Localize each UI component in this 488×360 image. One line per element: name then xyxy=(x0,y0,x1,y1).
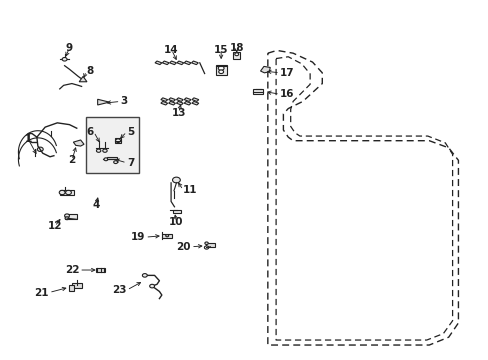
Polygon shape xyxy=(168,102,175,105)
Bar xyxy=(115,138,121,143)
Polygon shape xyxy=(73,140,84,146)
Text: 7: 7 xyxy=(126,158,134,168)
Text: 9: 9 xyxy=(66,43,73,53)
Polygon shape xyxy=(155,61,162,64)
Text: 20: 20 xyxy=(176,242,191,252)
Polygon shape xyxy=(176,98,183,102)
Text: 1: 1 xyxy=(24,134,32,144)
Circle shape xyxy=(142,274,147,277)
Polygon shape xyxy=(192,102,199,105)
Circle shape xyxy=(96,149,101,152)
Bar xyxy=(173,210,180,213)
Polygon shape xyxy=(162,61,169,64)
Text: 22: 22 xyxy=(64,265,79,275)
Polygon shape xyxy=(177,61,183,64)
Circle shape xyxy=(149,284,154,288)
Circle shape xyxy=(165,235,168,237)
Bar xyxy=(253,89,263,94)
Text: 12: 12 xyxy=(47,221,62,231)
Text: 18: 18 xyxy=(229,43,244,53)
Circle shape xyxy=(65,190,71,195)
Polygon shape xyxy=(79,76,87,82)
Text: 13: 13 xyxy=(171,108,186,118)
Text: 6: 6 xyxy=(86,127,94,137)
Circle shape xyxy=(64,214,69,217)
Text: 23: 23 xyxy=(112,285,126,295)
Polygon shape xyxy=(260,66,270,73)
Polygon shape xyxy=(191,61,198,64)
Polygon shape xyxy=(98,99,109,105)
Bar xyxy=(86,117,139,173)
Circle shape xyxy=(218,66,224,70)
Polygon shape xyxy=(176,102,183,105)
Circle shape xyxy=(65,217,69,220)
Circle shape xyxy=(104,158,108,161)
Bar xyxy=(65,214,77,219)
Polygon shape xyxy=(184,102,191,105)
Bar xyxy=(60,190,74,195)
Circle shape xyxy=(218,70,223,73)
Bar xyxy=(162,234,172,238)
Bar xyxy=(69,285,74,291)
Text: 2: 2 xyxy=(68,156,75,165)
Text: 17: 17 xyxy=(280,68,294,78)
Circle shape xyxy=(234,53,238,56)
Text: 21: 21 xyxy=(35,288,49,297)
Circle shape xyxy=(114,161,117,163)
Text: 16: 16 xyxy=(280,89,294,99)
Polygon shape xyxy=(184,61,191,64)
Text: 4: 4 xyxy=(92,200,100,210)
Polygon shape xyxy=(168,98,175,102)
Circle shape xyxy=(172,177,180,183)
Bar xyxy=(215,64,226,75)
Text: 8: 8 xyxy=(86,66,94,76)
Polygon shape xyxy=(161,102,167,105)
Polygon shape xyxy=(161,98,167,102)
Bar xyxy=(96,268,105,272)
Text: 19: 19 xyxy=(131,232,145,242)
Polygon shape xyxy=(192,98,199,102)
Text: 3: 3 xyxy=(120,96,127,107)
Polygon shape xyxy=(169,61,176,64)
Circle shape xyxy=(37,147,43,152)
Text: 15: 15 xyxy=(213,45,228,55)
Text: 14: 14 xyxy=(164,45,179,55)
Circle shape xyxy=(116,139,120,143)
Bar xyxy=(72,283,82,288)
Text: 5: 5 xyxy=(126,127,134,137)
Text: 11: 11 xyxy=(183,185,197,195)
Circle shape xyxy=(204,246,208,249)
Circle shape xyxy=(204,242,208,244)
Circle shape xyxy=(59,190,65,195)
Circle shape xyxy=(62,58,67,61)
Bar xyxy=(233,53,240,59)
Bar xyxy=(205,243,214,247)
Polygon shape xyxy=(184,98,191,102)
Bar xyxy=(107,157,116,159)
Circle shape xyxy=(102,149,107,152)
Text: 10: 10 xyxy=(169,217,183,227)
